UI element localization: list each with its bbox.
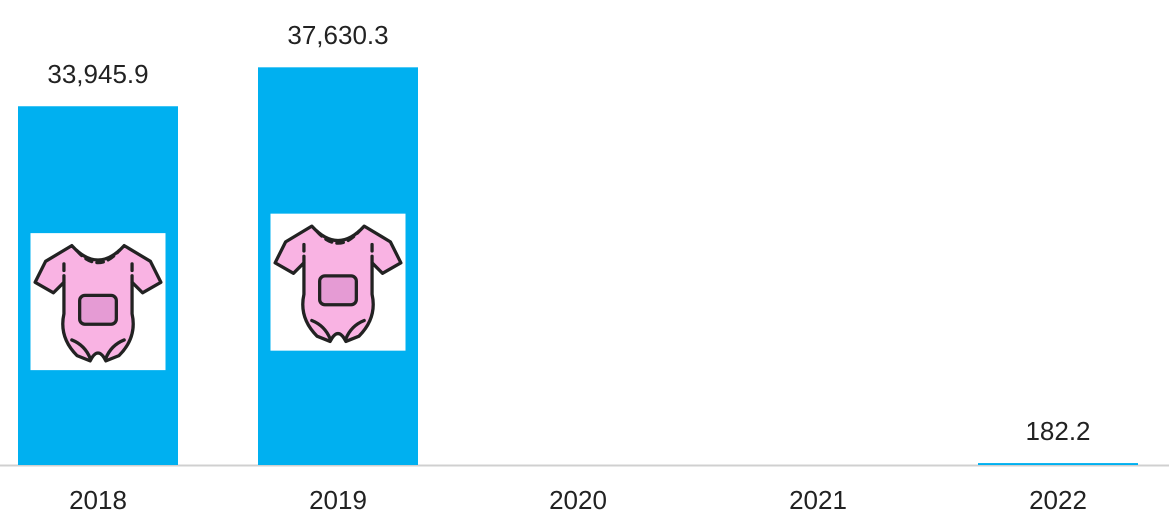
x-tick-label: 2019 [309, 485, 367, 515]
onesie-collar [302, 229, 374, 265]
value-label: 33,945.9 [47, 59, 148, 89]
value-label: 182.2 [1025, 416, 1090, 446]
x-tick-label: 2021 [789, 485, 847, 515]
x-tick-label: 2018 [69, 485, 127, 515]
onesie-icon [270, 213, 406, 351]
onesie [33, 243, 163, 363]
onesie-leg [70, 338, 126, 360]
onesie-pocket [78, 293, 118, 326]
onesie [273, 224, 403, 344]
x-tick-label: 2022 [1029, 485, 1087, 515]
onesie-icon [30, 233, 166, 371]
onesie-pocket [318, 274, 358, 307]
x-tick-label: 2020 [549, 485, 607, 515]
onesie-leg [310, 318, 366, 341]
value-label: 37,630.3 [287, 20, 388, 50]
onesie-collar [62, 249, 134, 284]
bar [978, 463, 1138, 465]
